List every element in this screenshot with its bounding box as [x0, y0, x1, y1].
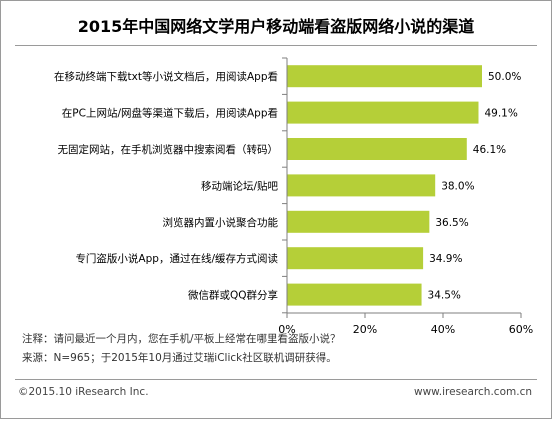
- category-label: 专门盗版小说App，通过在线/缓存方式阅读: [75, 252, 278, 265]
- note-text: 注释：请问最近一个月内，您在手机/平板上经常在哪里看盗版小说？: [22, 333, 341, 345]
- bar: [287, 174, 436, 197]
- category-label: 无固定网站，在手机浏览器中搜索阅看（转码）: [58, 143, 279, 156]
- x-tick-label: 0%: [278, 323, 295, 336]
- x-tick-label: 40%: [431, 323, 455, 336]
- bar: [287, 283, 422, 306]
- data-label: 38.0%: [441, 180, 474, 192]
- data-label: 36.5%: [435, 217, 468, 229]
- notes: 注释：请问最近一个月内，您在手机/平板上经常在哪里看盗版小说？ 来源：N=965…: [22, 330, 341, 368]
- footer-divider: [15, 379, 537, 380]
- data-label: 46.1%: [473, 144, 506, 156]
- category-label: 在PC上网站/网盘等渠道下载后，用阅读App看: [62, 107, 278, 120]
- bar: [287, 210, 430, 233]
- website-text: www.iresearch.com.cn: [413, 386, 532, 398]
- category-label: 移动端论坛/贴吧: [201, 179, 279, 192]
- bar: [287, 101, 479, 124]
- x-tick-label: 20%: [353, 323, 377, 336]
- data-label: 34.5%: [428, 290, 461, 302]
- title-divider: [15, 45, 537, 46]
- data-label: 50.0%: [488, 71, 521, 83]
- copyright-text: ©2015.10 iResearch Inc.: [18, 386, 149, 398]
- bar: [287, 138, 467, 160]
- source-text: 来源：N=965；于2015年10月通过艾瑞iClick社区联机调研获得。: [22, 352, 337, 364]
- category-label: 浏览器内置小说聚合功能: [163, 216, 279, 229]
- bar: [287, 247, 424, 270]
- bar: [287, 65, 482, 88]
- data-label: 49.1%: [484, 108, 517, 120]
- x-tick-label: 60%: [509, 323, 533, 336]
- data-label: 34.9%: [429, 253, 462, 265]
- chart-title: 2015年中国网络文学用户移动端看盗版网络小说的渠道: [77, 17, 475, 36]
- category-label: 在移动终端下载txt等小说文档后，用阅读App看: [54, 70, 278, 83]
- category-label: 微信群或QQ群分享: [188, 289, 278, 302]
